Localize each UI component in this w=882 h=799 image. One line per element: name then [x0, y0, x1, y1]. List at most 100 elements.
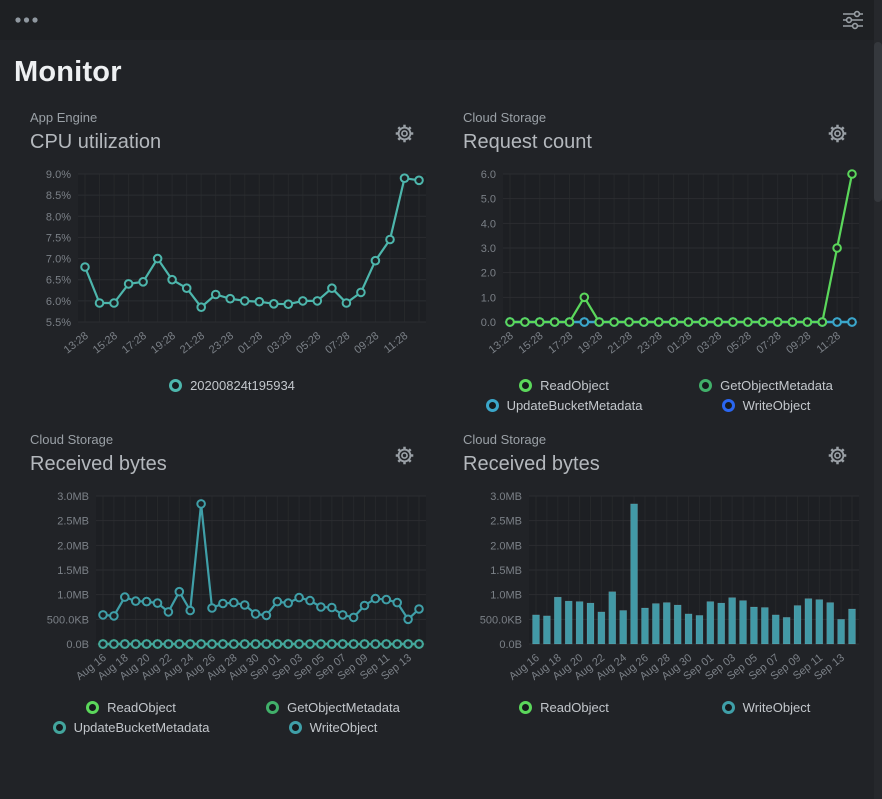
chart-canvas: 0.0B500.0KB1.0MB1.5MB2.0MB2.5MB3.0MBAug …	[47, 491, 426, 683]
legend-marker-icon	[721, 399, 735, 412]
data-point-marker	[196, 302, 206, 312]
data-point-marker	[141, 596, 152, 607]
legend-label: UpdateBucketMetadata	[73, 720, 210, 735]
x-axis-tick-label: 11:28	[815, 330, 843, 356]
legend-marker-icon	[699, 379, 713, 392]
top-bar	[0, 0, 882, 40]
data-point-marker	[817, 317, 828, 327]
y-axis-tick-label: 0.0B	[499, 639, 522, 651]
panel-service-label: Cloud Storage	[463, 110, 547, 125]
legend-label: GetObjectMetadata	[287, 700, 400, 715]
legend-item[interactable]: WriteObject	[288, 720, 378, 735]
chart-legend: ReadObject GetObjectMetadata UpdateBucketM…	[463, 378, 867, 413]
data-point-marker	[98, 639, 108, 649]
panel-header: Cloud Storage Request count	[463, 109, 874, 154]
data-point-marker	[261, 639, 272, 649]
data-point-marker	[239, 296, 250, 306]
filter-sliders-icon[interactable]	[840, 8, 866, 32]
data-point-marker	[683, 317, 694, 327]
data-point-marker	[609, 317, 619, 327]
y-axis-tick-label: 8.0%	[46, 211, 71, 223]
data-point-marker	[327, 602, 337, 613]
data-point-marker	[218, 639, 228, 649]
data-point-marker	[399, 173, 410, 183]
data-point-marker	[181, 283, 192, 293]
data-point-marker	[414, 604, 424, 614]
y-axis-tick-label: 2.0MB	[490, 540, 522, 552]
data-point-marker	[392, 597, 403, 608]
legend-label: WriteObject	[309, 720, 378, 735]
sliders-icon	[843, 10, 863, 30]
gear-icon[interactable]	[825, 121, 850, 149]
data-point-marker	[120, 592, 130, 602]
data-point-marker	[312, 296, 323, 306]
x-axis-tick-label: 11:28	[382, 330, 410, 356]
panel-title: CPU utilization	[30, 131, 162, 153]
panel-header: Cloud Storage Received bytes	[30, 431, 441, 476]
chart-legend: ReadObject GetObjectMetadata UpdateBucketM…	[30, 700, 434, 735]
y-axis-tick-label: 2.5MB	[490, 516, 522, 528]
data-point-marker	[283, 299, 294, 309]
legend-marker-icon	[52, 721, 66, 734]
legend-item[interactable]: GetObjectMetadata	[699, 378, 833, 393]
data-point-marker	[316, 602, 326, 612]
data-point-marker	[283, 639, 294, 649]
bar	[706, 601, 715, 645]
panel-service-label: App Engine	[30, 110, 98, 125]
page-title: Monitor	[14, 56, 122, 88]
legend-item[interactable]: UpdateBucketMetadata	[485, 398, 642, 413]
legend-label: ReadObject	[540, 378, 609, 393]
panel-header: Cloud Storage Received bytes	[463, 431, 874, 476]
y-axis-tick-label: 5.5%	[46, 317, 71, 329]
data-point-marker	[327, 639, 337, 649]
scrollbar[interactable]	[874, 0, 882, 799]
data-point-marker	[130, 596, 141, 606]
data-point-marker	[403, 639, 413, 649]
bar	[815, 599, 824, 645]
data-point-marker	[356, 287, 366, 298]
bar	[663, 602, 671, 645]
legend-item[interactable]: GetObjectMetadata	[266, 700, 400, 715]
bar	[750, 606, 758, 645]
legend-item[interactable]: WriteObject	[721, 700, 810, 715]
bar	[608, 591, 617, 645]
data-point-marker	[549, 317, 560, 327]
y-axis-tick-label: 0.0B	[66, 639, 89, 651]
legend-item[interactable]: 20200824t195934	[169, 378, 295, 393]
x-axis-tick-label: 07:28	[754, 330, 783, 356]
legend-item[interactable]: ReadObject	[86, 700, 176, 715]
data-point-marker	[239, 639, 250, 649]
panel-title: Request count	[463, 131, 592, 153]
legend-label: 20200824t195934	[190, 378, 295, 393]
legend-item[interactable]: ReadObject	[519, 700, 609, 715]
data-point-marker	[207, 603, 217, 613]
bar	[641, 607, 649, 645]
data-point-marker	[847, 169, 857, 179]
scrollbar-thumb[interactable]	[874, 42, 882, 202]
data-point-marker	[229, 597, 239, 608]
chart-canvas: 5.5% 6.0% 6.5% 7.0% 7.5% 8.0% 8.5% 9.0% 13:28 15:…	[46, 169, 426, 356]
legend-item[interactable]: ReadObject	[519, 378, 609, 393]
legend-item[interactable]: UpdateBucketMetadata	[52, 720, 210, 735]
bar	[837, 619, 845, 645]
data-point-marker	[624, 317, 634, 327]
data-point-marker	[370, 255, 381, 266]
gear-icon[interactable]	[392, 121, 417, 149]
x-axis-tick-label: 15:28	[91, 330, 120, 356]
gear-icon[interactable]	[392, 443, 417, 471]
legend-item[interactable]: WriteObject	[721, 398, 810, 413]
data-point-marker	[254, 296, 265, 307]
gear-icon[interactable]	[825, 443, 850, 471]
x-axis-tick-label: 19:28	[149, 330, 178, 356]
y-axis-tick-label: 1.0	[481, 292, 496, 304]
y-axis-tick-label: 500.0KB	[480, 614, 522, 626]
ellipsis-menu-icon[interactable]	[12, 14, 42, 26]
bar	[793, 605, 802, 645]
y-axis-tick-label: 0.0	[481, 317, 496, 329]
legend-marker-icon	[266, 701, 280, 714]
data-point-marker	[698, 317, 709, 327]
data-point-marker	[109, 639, 119, 649]
legend-marker-icon	[519, 701, 533, 714]
data-point-marker	[174, 586, 185, 597]
x-axis-tick-label: 05:28	[294, 330, 323, 356]
